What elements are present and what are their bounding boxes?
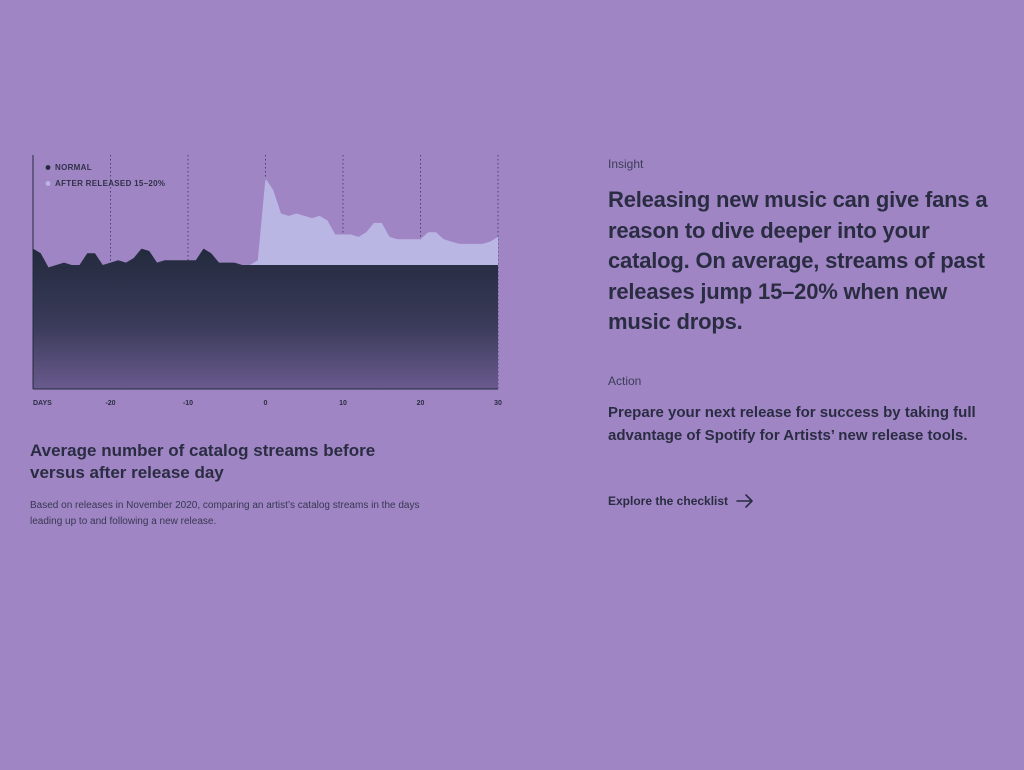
legend-label: NORMAL xyxy=(55,163,92,172)
insight-text: Releasing new music can give fans a reas… xyxy=(608,187,988,334)
x-tick-label: 30 xyxy=(494,400,502,407)
legend-swatch xyxy=(45,181,51,186)
catalog-streams-chart: DAYS -20 -10 0 10 20 30 NORMAL AFTER RELEASED 1… xyxy=(32,155,502,407)
chart-legend: NORMAL AFTER RELEASED 15–20% xyxy=(45,163,165,188)
explore-checklist-link[interactable]: Explore the checklist xyxy=(608,494,754,508)
x-axis-ticks: DAYS -20 -10 0 10 20 30 xyxy=(33,400,502,407)
x-tick-label: -10 xyxy=(183,400,193,407)
explore-checklist-label: Explore the checklist xyxy=(608,494,729,508)
chart-caption-title: Average number of catalog streams before… xyxy=(30,441,376,482)
x-tick-label: 10 xyxy=(339,400,347,407)
chart-caption-subtitle: Based on releases in November 2020, comp… xyxy=(30,500,420,527)
action-text: Prepare your next release for success by… xyxy=(608,404,976,444)
x-tick-label: -20 xyxy=(105,400,115,407)
arrow-right-icon xyxy=(736,494,753,508)
x-tick-label: 0 xyxy=(264,400,268,407)
normal-streams-area xyxy=(33,248,498,389)
legend-swatch xyxy=(45,165,51,170)
legend-label: AFTER RELEASED 15–20% xyxy=(55,179,165,188)
action-label: Action xyxy=(608,374,642,388)
insight-label: Insight xyxy=(608,157,644,171)
x-tick-label: 20 xyxy=(417,400,425,407)
x-axis-label: DAYS xyxy=(33,400,52,407)
